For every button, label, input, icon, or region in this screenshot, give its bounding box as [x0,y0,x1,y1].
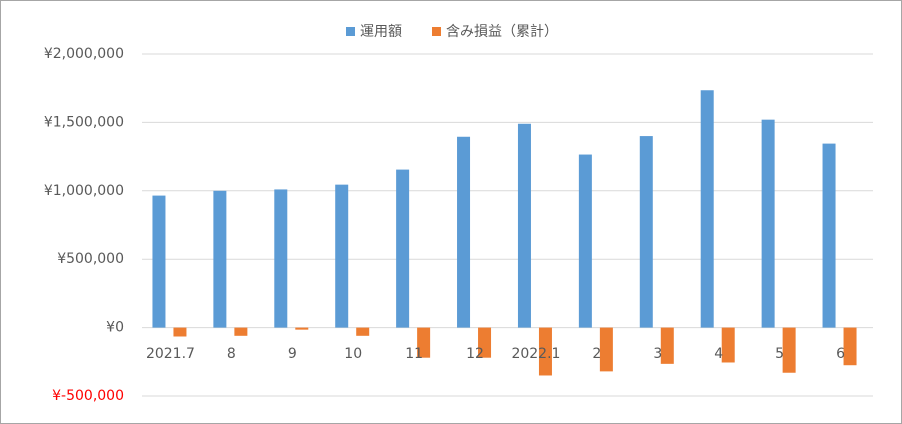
bar [843,327,857,366]
bar [173,327,187,337]
x-tick-label: 2022.1 [511,346,560,362]
bar [639,136,653,328]
x-tick-label: 5 [775,346,784,362]
x-tick-label: 3 [653,346,662,362]
bar [578,154,592,328]
bar [213,190,227,328]
bar [660,327,674,364]
x-tick-label: 11 [405,346,423,362]
bar [234,327,248,336]
y-tick-label: ¥0 [106,320,124,336]
y-tick-label: ¥1,000,000 [44,183,124,199]
y-tick-label: ¥1,500,000 [44,114,124,130]
legend-label: 含み損益（累計） [446,24,558,40]
bar [417,327,431,358]
bar [599,327,613,372]
bar [335,184,349,328]
bar [517,123,531,328]
x-tick-label: 2 [592,346,601,362]
bar [356,327,370,336]
x-tick-label: 10 [344,346,362,362]
bar [295,327,309,330]
bar [822,143,836,328]
y-tick-label: ¥2,000,000 [44,46,124,62]
legend-label: 運用額 [360,24,402,40]
x-tick-label: 9 [288,346,297,362]
bar [538,327,552,376]
bar [761,119,775,328]
x-tick-label: 6 [836,346,845,362]
bar [274,189,288,328]
bar [700,90,714,328]
x-tick-label: 2021.7 [146,346,195,362]
legend-swatch [346,27,355,36]
legend-swatch [432,27,441,36]
bar [721,327,735,363]
x-tick-label: 8 [227,346,236,362]
bar [457,136,471,328]
x-tick-label: 4 [714,346,723,362]
y-tick-label: ¥-500,000 [52,388,124,404]
bar [478,327,492,358]
x-tick-label: 12 [466,346,484,362]
y-tick-label: ¥500,000 [57,251,124,267]
bar [782,327,796,373]
bar [396,169,410,328]
bar [152,195,166,328]
